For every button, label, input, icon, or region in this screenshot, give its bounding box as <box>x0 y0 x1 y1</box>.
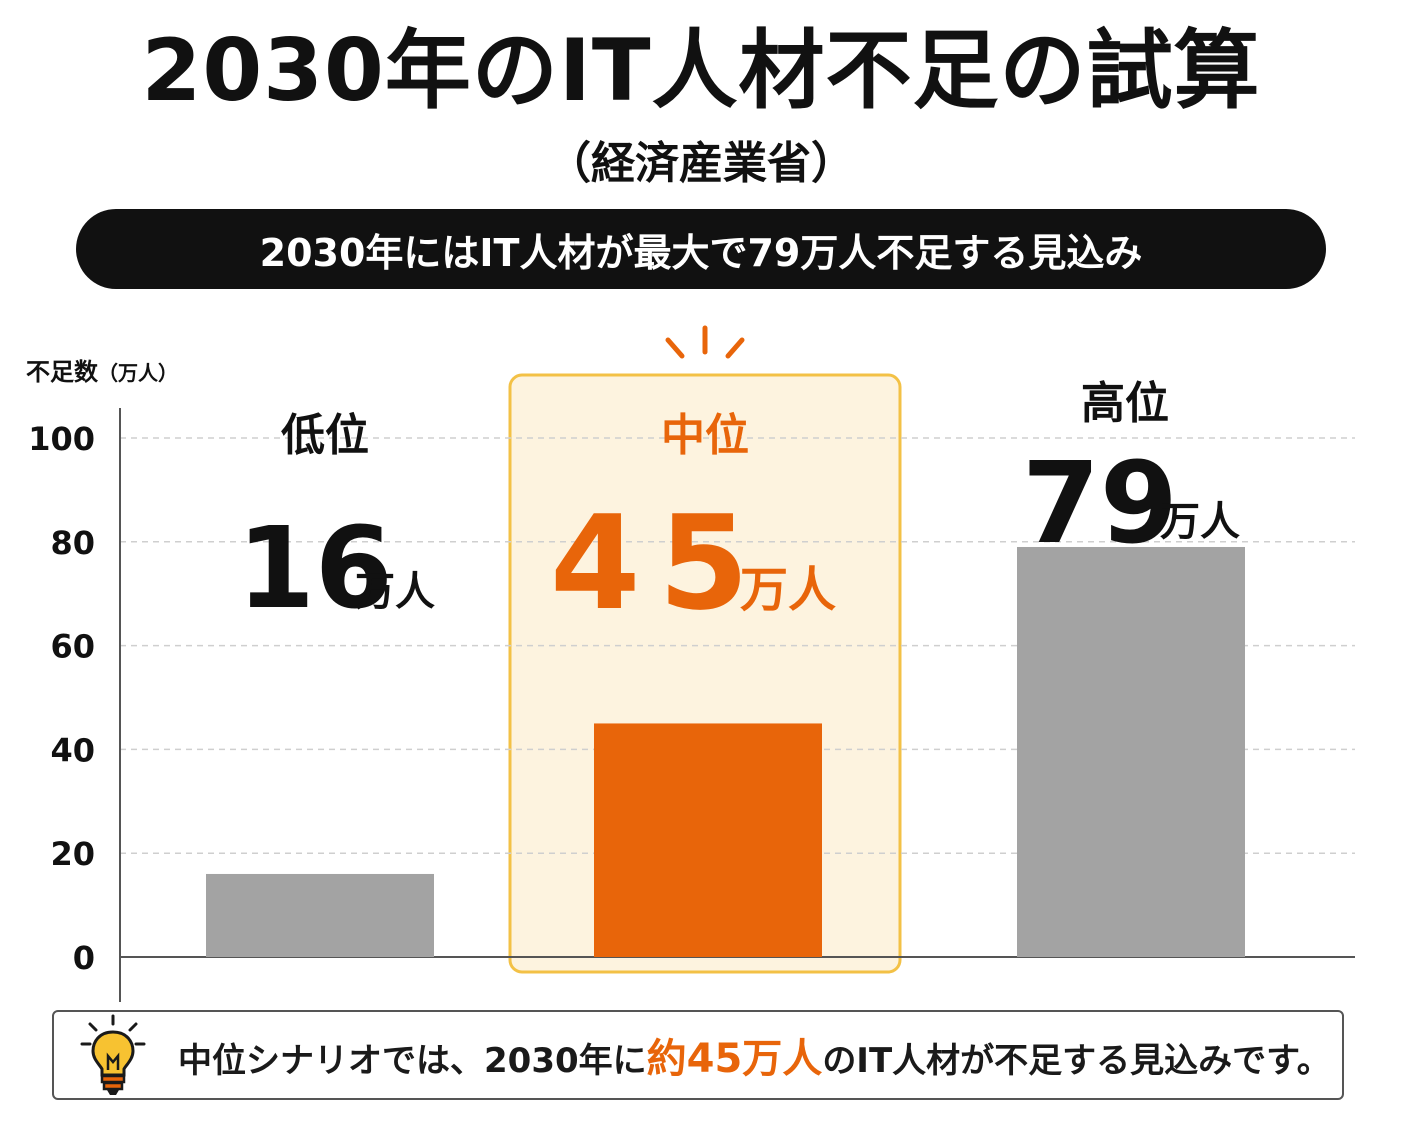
highlight-ray <box>665 337 685 359</box>
summary-banner-text: 2030年にはIT人材が最大で79万人不足する見込み <box>259 230 1143 275</box>
category-label: 高位 <box>1081 378 1169 429</box>
y-tick-label: 100 <box>28 420 95 458</box>
value-label: 79 <box>1022 439 1178 569</box>
y-tick-label: 20 <box>50 835 95 873</box>
callout-text: 中位シナリオでは、2030年に約45万人のIT人材が不足する見込みです。 <box>178 1026 1331 1084</box>
value-unit-label: 万人 <box>1160 499 1240 545</box>
category-label: 低位 <box>281 410 369 461</box>
summary-banner: 2030年にはIT人材が最大で79万人不足する見込み <box>76 209 1326 289</box>
bar-3 <box>1017 546 1245 957</box>
value-label: 45 <box>550 487 767 639</box>
value-label: 16 <box>237 504 393 634</box>
y-tick-label: 80 <box>50 524 95 562</box>
callout-text-before: 中位シナリオでは、2030年に <box>178 1041 647 1081</box>
page-title: 2030年のIT人材不足の試算 <box>141 21 1261 121</box>
bar-1 <box>206 873 434 957</box>
highlight-ray <box>725 337 745 359</box>
y-axis-title-unit: （万人） <box>98 361 178 385</box>
callout-text-after: のIT人材が不足する見込みです。 <box>822 1041 1331 1081</box>
y-tick-label: 60 <box>50 628 95 666</box>
value-unit-label: 万人 <box>355 569 435 615</box>
lightbulb-icon <box>80 1014 146 1095</box>
callout-highlight: 約45万人 <box>646 1036 823 1082</box>
value-unit-label: 万人 <box>740 562 836 618</box>
y-axis-title: 不足数（万人） <box>26 358 178 386</box>
y-axis-title-text: 不足数 <box>26 358 99 386</box>
y-tick-label: 40 <box>50 731 95 769</box>
y-tick-label: 0 <box>73 939 95 977</box>
source-label: （経済産業省） <box>547 138 855 189</box>
callout-box: 中位シナリオでは、2030年に約45万人のIT人材が不足する見込みです。 <box>52 1010 1344 1100</box>
category-label: 中位 <box>661 410 749 461</box>
bar-2 <box>594 723 822 957</box>
